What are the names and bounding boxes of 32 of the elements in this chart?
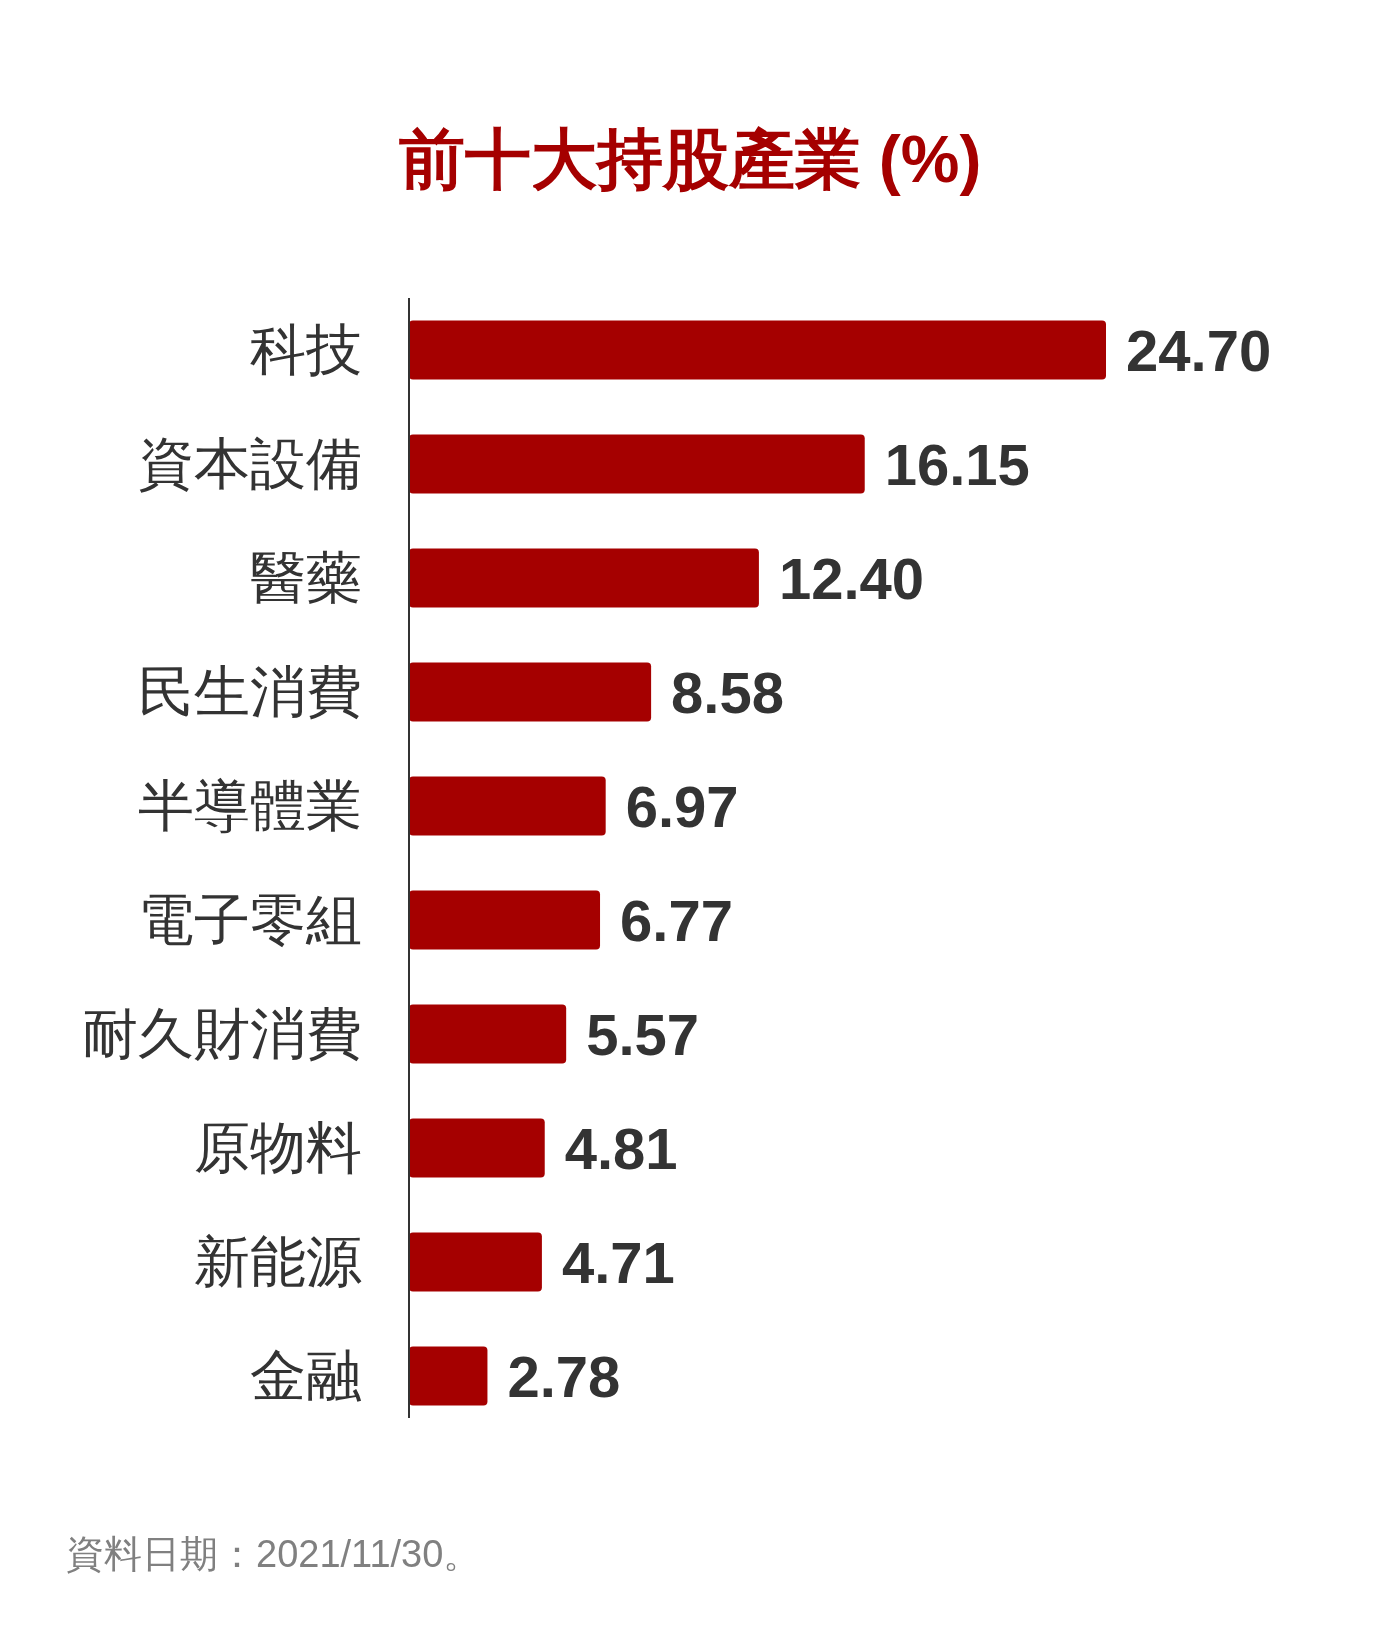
- bar: [409, 1118, 545, 1178]
- bar: [409, 1004, 567, 1064]
- bar: [409, 1232, 542, 1292]
- y-tick-label: 半導體業: [138, 774, 362, 837]
- y-tick-label: 民生消費: [138, 660, 362, 723]
- y-tick-label: 耐久財消費: [82, 1002, 362, 1065]
- y-tick-label: 醫藥: [250, 546, 362, 609]
- data-label: 2.78: [507, 1344, 621, 1409]
- y-tick-label: 資本設備: [138, 432, 362, 495]
- data-label: 12.40: [778, 546, 925, 611]
- data-label: 24.70: [1126, 318, 1272, 383]
- y-tick-label: 原物料: [194, 1116, 362, 1179]
- bar: [409, 548, 759, 608]
- bar: [409, 320, 1106, 380]
- data-label: 8.58: [671, 660, 785, 725]
- data-label: 5.57: [586, 1002, 700, 1067]
- data-label: 6.97: [625, 774, 739, 839]
- data-label: 4.71: [561, 1230, 675, 1295]
- data-label: 6.77: [620, 888, 733, 953]
- y-tick-label: 金融: [250, 1344, 362, 1407]
- data-label: 4.81: [564, 1116, 678, 1181]
- data-label: 16.15: [884, 432, 1030, 497]
- bar: [409, 662, 652, 722]
- bar: [409, 434, 865, 494]
- y-tick-label: 科技: [250, 318, 362, 381]
- text: 資料日期：2021/11/30。: [66, 1533, 482, 1575]
- bar: [409, 890, 601, 950]
- bar: [409, 1346, 488, 1406]
- y-tick-label: 新能源: [194, 1230, 362, 1293]
- bar: [409, 776, 606, 836]
- y-tick-label: 電子零組: [138, 888, 362, 951]
- chart-title: 前十大持股產業 (%): [398, 122, 982, 196]
